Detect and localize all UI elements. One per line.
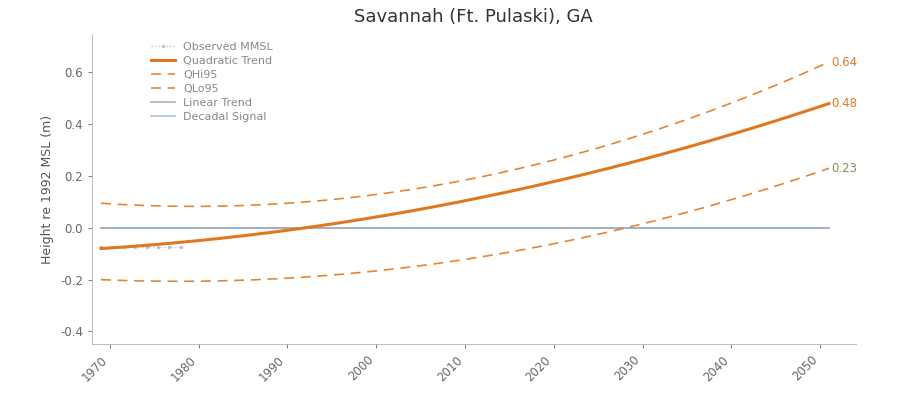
Text: 0.64: 0.64: [831, 55, 857, 68]
Title: Savannah (Ft. Pulaski), GA: Savannah (Ft. Pulaski), GA: [354, 8, 593, 26]
Legend: Observed MMSL, Quadratic Trend, QHi95, QLo95, Linear Trend, Decadal Signal: Observed MMSL, Quadratic Trend, QHi95, Q…: [151, 42, 273, 122]
Y-axis label: Height re 1992 MSL (m): Height re 1992 MSL (m): [41, 114, 54, 264]
Text: 0.23: 0.23: [831, 162, 857, 175]
Text: 0.48: 0.48: [831, 97, 857, 110]
